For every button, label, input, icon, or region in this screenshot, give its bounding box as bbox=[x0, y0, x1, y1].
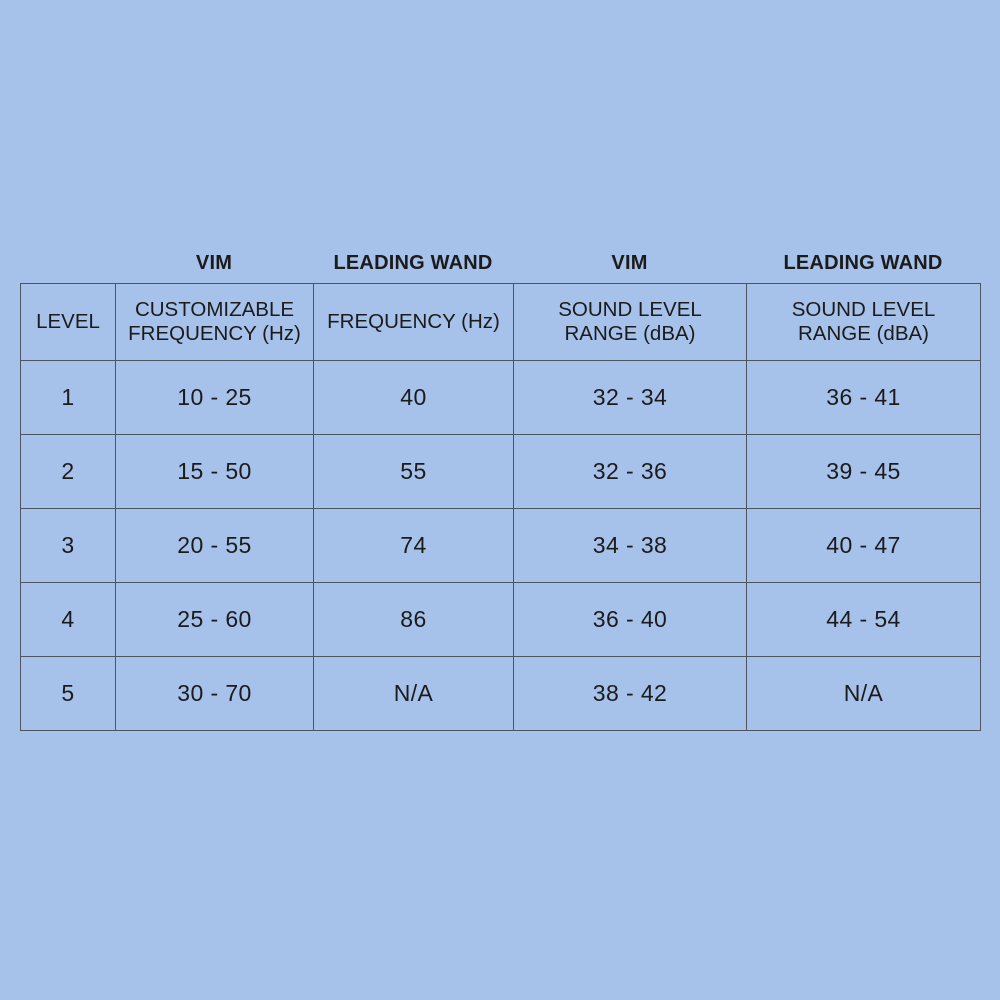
group-header-band: VIM LEADING WAND VIM LEADING WAND bbox=[20, 243, 980, 283]
table-row: 4 25 - 60 86 36 - 40 44 - 54 bbox=[20, 582, 981, 657]
column-header-leading-wand-sound-level: SOUND LEVEL RANGE (dBA) bbox=[746, 283, 981, 361]
table-head: LEVEL CUSTOMIZABLE FREQUENCY (Hz) FREQUE… bbox=[20, 283, 981, 361]
group-header-vim-frequency: VIM bbox=[195, 251, 233, 274]
cell-vim-frequency: 25 - 60 bbox=[115, 582, 314, 657]
cell-vim-frequency: 30 - 70 bbox=[115, 656, 314, 731]
spec-table: LEVEL CUSTOMIZABLE FREQUENCY (Hz) FREQUE… bbox=[20, 283, 981, 731]
cell-leading-wand-frequency: 40 bbox=[313, 360, 514, 435]
column-header-leading-wand-frequency: FREQUENCY (Hz) bbox=[313, 283, 514, 361]
cell-vim-frequency: 20 - 55 bbox=[115, 508, 314, 583]
table-row: 5 30 - 70 N/A 38 - 42 N/A bbox=[20, 656, 981, 731]
group-header-vim-sound: VIM bbox=[611, 251, 648, 274]
cell-leading-wand-sound-level: 36 - 41 bbox=[746, 360, 981, 435]
cell-leading-wand-sound-level: 44 - 54 bbox=[746, 582, 981, 657]
column-header-row: LEVEL CUSTOMIZABLE FREQUENCY (Hz) FREQUE… bbox=[20, 283, 981, 361]
cell-vim-frequency: 15 - 50 bbox=[115, 434, 314, 509]
table-row: 3 20 - 55 74 34 - 38 40 - 47 bbox=[20, 508, 981, 583]
group-header-leading-wand-frequency: LEADING WAND bbox=[333, 251, 493, 274]
cell-leading-wand-frequency: 74 bbox=[313, 508, 514, 583]
cell-level: 2 bbox=[20, 434, 116, 509]
comparison-table: VIM LEADING WAND VIM LEADING WAND LEVEL … bbox=[20, 243, 981, 731]
cell-leading-wand-sound-level: 39 - 45 bbox=[746, 434, 981, 509]
table-body: 1 10 - 25 40 32 - 34 36 - 41 2 15 - 50 5… bbox=[20, 360, 981, 731]
cell-vim-sound-level: 38 - 42 bbox=[513, 656, 747, 731]
cell-leading-wand-frequency: 86 bbox=[313, 582, 514, 657]
cell-leading-wand-sound-level: N/A bbox=[746, 656, 981, 731]
column-header-leading-wand-sound-level-line1: SOUND LEVEL bbox=[791, 297, 936, 321]
column-header-vim-sound-level: SOUND LEVEL RANGE (dBA) bbox=[513, 283, 747, 361]
table-row: 1 10 - 25 40 32 - 34 36 - 41 bbox=[20, 360, 981, 435]
column-header-leading-wand-sound-level-line2: RANGE (dBA) bbox=[798, 322, 929, 345]
column-header-vim-sound-level-line2: RANGE (dBA) bbox=[564, 322, 696, 345]
group-header-blank bbox=[20, 243, 115, 283]
column-header-vim-frequency-line1: CUSTOMIZABLE bbox=[134, 297, 295, 321]
column-header-vim-sound-level-line1: SOUND LEVEL bbox=[558, 297, 702, 321]
cell-level: 5 bbox=[20, 656, 116, 731]
cell-level: 3 bbox=[20, 508, 116, 583]
cell-leading-wand-frequency: N/A bbox=[313, 656, 514, 731]
column-header-leading-wand-frequency-line1: FREQUENCY (Hz) bbox=[327, 309, 500, 333]
table-row: 2 15 - 50 55 32 - 36 39 - 45 bbox=[20, 434, 981, 509]
column-header-level-line1: LEVEL bbox=[36, 309, 100, 333]
column-header-vim-frequency-line2: FREQUENCY (Hz) bbox=[128, 322, 301, 345]
column-header-vim-frequency: CUSTOMIZABLE FREQUENCY (Hz) bbox=[115, 283, 314, 361]
cell-level: 1 bbox=[20, 360, 116, 435]
cell-vim-sound-level: 36 - 40 bbox=[513, 582, 747, 657]
cell-vim-sound-level: 34 - 38 bbox=[513, 508, 747, 583]
cell-vim-sound-level: 32 - 36 bbox=[513, 434, 747, 509]
cell-level: 4 bbox=[20, 582, 116, 657]
cell-vim-frequency: 10 - 25 bbox=[115, 360, 314, 435]
cell-leading-wand-frequency: 55 bbox=[313, 434, 514, 509]
cell-vim-sound-level: 32 - 34 bbox=[513, 360, 747, 435]
group-header-leading-wand-sound: LEADING WAND bbox=[783, 251, 943, 274]
cell-leading-wand-sound-level: 40 - 47 bbox=[746, 508, 981, 583]
column-header-level: LEVEL bbox=[20, 283, 116, 361]
